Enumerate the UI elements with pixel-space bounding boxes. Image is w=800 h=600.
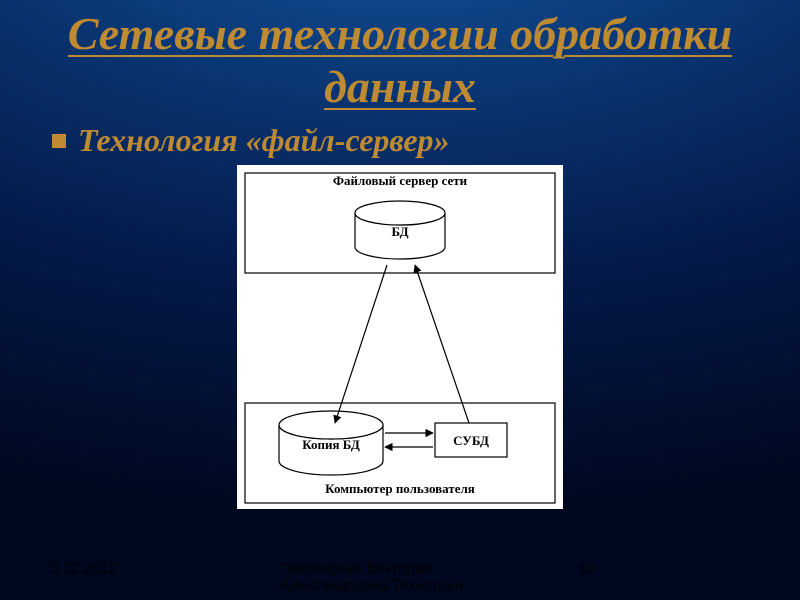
slide-subtitle: Технология «файл-сервер»	[78, 122, 450, 159]
footer: 5.12.2012 Пивоварчик Виктория Александро…	[0, 560, 800, 596]
slide: Сетевые технологии обработки данных Техн…	[0, 0, 800, 600]
footer-author: Пивоварчик Виктория Александровна Технол…	[280, 560, 540, 595]
subtitle-row: Технология «файл-сервер»	[0, 122, 800, 159]
file-server-diagram: Файловый сервер сети Компьютер пользовате…	[237, 165, 563, 509]
diagram-container: Файловый сервер сети Компьютер пользовате…	[0, 165, 800, 509]
svg-text:Файловый сервер сети: Файловый сервер сети	[333, 173, 468, 188]
svg-text:Компьютер пользователя: Компьютер пользователя	[325, 481, 475, 496]
footer-date: 5.12.2012	[50, 560, 117, 577]
bullet-icon	[52, 134, 66, 148]
svg-text:СУБД: СУБД	[453, 433, 489, 448]
slide-title: Сетевые технологии обработки данных	[0, 0, 800, 114]
svg-text:Копия БД: Копия БД	[302, 437, 360, 452]
svg-text:БД: БД	[391, 224, 408, 239]
footer-page: 10	[578, 560, 595, 577]
